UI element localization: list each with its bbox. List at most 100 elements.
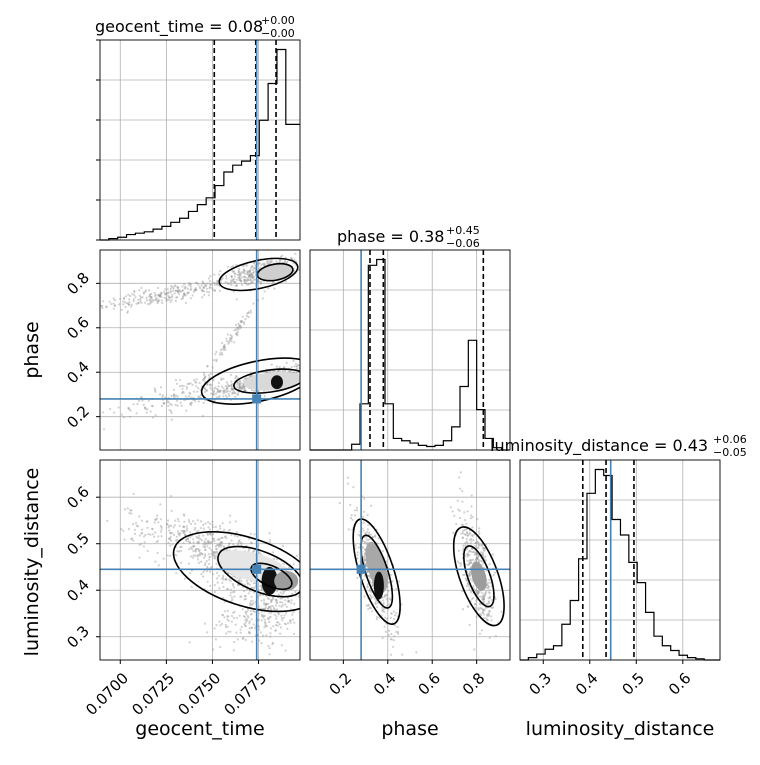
sample-point bbox=[367, 524, 370, 527]
sample-point bbox=[381, 606, 384, 610]
sample-point bbox=[250, 626, 253, 629]
plot-area-geocent_time-phase bbox=[100, 250, 313, 450]
sample-point bbox=[490, 619, 493, 622]
sample-point bbox=[459, 562, 462, 565]
sample-point bbox=[279, 255, 283, 258]
sample-point bbox=[209, 283, 212, 286]
sample-point bbox=[481, 598, 484, 601]
sample-point bbox=[141, 532, 144, 535]
sample-point bbox=[197, 553, 200, 556]
sample-point bbox=[197, 536, 200, 539]
sample-point bbox=[464, 541, 467, 545]
sample-point bbox=[216, 388, 219, 391]
sample-point bbox=[169, 531, 172, 534]
sample-point bbox=[251, 265, 254, 268]
sample-point bbox=[462, 573, 465, 577]
sample-point bbox=[124, 305, 127, 309]
sample-point bbox=[270, 608, 273, 611]
sample-point bbox=[471, 551, 474, 554]
sample-point bbox=[179, 545, 182, 549]
sample-point bbox=[284, 260, 287, 264]
sample-point bbox=[157, 298, 160, 301]
sample-point bbox=[153, 295, 157, 298]
sample-point bbox=[311, 371, 313, 373]
sample-point bbox=[162, 401, 165, 404]
frame-geocent_time-luminosity_distance bbox=[99, 459, 301, 661]
x-tick-label-geocent_time-3: 0.0775 bbox=[221, 669, 271, 719]
sample-point bbox=[159, 503, 162, 506]
sample-point bbox=[140, 396, 143, 399]
sample-point bbox=[386, 617, 389, 621]
contour-3 bbox=[463, 545, 495, 608]
sample-point bbox=[126, 311, 129, 314]
sample-point bbox=[366, 585, 369, 588]
sample-point bbox=[249, 276, 252, 280]
sample-point bbox=[471, 547, 474, 550]
sample-point bbox=[140, 519, 144, 522]
sample-point bbox=[393, 635, 396, 638]
sample-point bbox=[365, 604, 368, 607]
sample-point bbox=[451, 510, 454, 513]
sample-point bbox=[243, 270, 246, 273]
sample-point bbox=[193, 544, 196, 548]
sample-point bbox=[270, 260, 274, 263]
title-geocent-time: geocent_time = 0.08 +0.00 −0.00 bbox=[95, 14, 295, 40]
sample-point bbox=[370, 595, 373, 598]
sample-point bbox=[252, 586, 256, 590]
sample-point bbox=[222, 345, 225, 348]
sample-point bbox=[230, 387, 234, 391]
sample-point bbox=[214, 353, 217, 356]
sample-point bbox=[169, 291, 172, 294]
sample-point bbox=[127, 528, 130, 531]
sample-point bbox=[240, 320, 243, 323]
sample-point bbox=[113, 304, 116, 307]
sample-point bbox=[471, 526, 474, 529]
sample-point bbox=[252, 278, 255, 281]
sample-point bbox=[482, 613, 485, 616]
sample-point bbox=[253, 626, 257, 629]
sample-point bbox=[293, 365, 296, 368]
sample-point bbox=[275, 260, 278, 263]
sample-point bbox=[216, 577, 219, 580]
sample-point bbox=[396, 615, 399, 618]
sample-point bbox=[186, 527, 189, 530]
sample-point bbox=[224, 535, 227, 538]
sample-point bbox=[363, 574, 366, 577]
sample-point bbox=[160, 299, 163, 302]
sample-point bbox=[280, 644, 283, 647]
sample-point bbox=[151, 405, 154, 408]
sample-point bbox=[293, 602, 296, 606]
sample-point bbox=[278, 623, 281, 626]
sample-point bbox=[233, 275, 236, 278]
sample-point bbox=[233, 281, 236, 284]
sample-point bbox=[320, 613, 322, 615]
sample-point bbox=[265, 370, 268, 374]
sample-point bbox=[233, 586, 236, 589]
sample-point bbox=[130, 303, 133, 306]
sample-point bbox=[145, 299, 149, 302]
sample-point bbox=[208, 547, 211, 550]
sample-point bbox=[101, 306, 104, 310]
sample-point bbox=[281, 597, 284, 600]
sample-point bbox=[242, 387, 246, 390]
sample-point bbox=[213, 584, 216, 587]
sample-point bbox=[207, 553, 210, 556]
sample-point bbox=[129, 294, 132, 298]
sample-point bbox=[286, 596, 289, 600]
sample-point bbox=[178, 289, 181, 292]
sample-point bbox=[193, 528, 196, 531]
sample-point bbox=[471, 516, 474, 519]
sample-point bbox=[210, 384, 213, 387]
sample-point bbox=[244, 610, 247, 614]
sample-point bbox=[272, 625, 275, 628]
sample-point bbox=[479, 602, 482, 605]
sample-point bbox=[243, 583, 246, 586]
sample-point bbox=[267, 618, 270, 621]
sample-point bbox=[470, 547, 474, 550]
density-shade-2 bbox=[270, 375, 283, 390]
contour-2 bbox=[218, 257, 299, 292]
sample-point bbox=[362, 521, 365, 524]
sample-point bbox=[200, 288, 204, 292]
sample-point bbox=[285, 611, 288, 615]
sample-point bbox=[281, 619, 284, 622]
